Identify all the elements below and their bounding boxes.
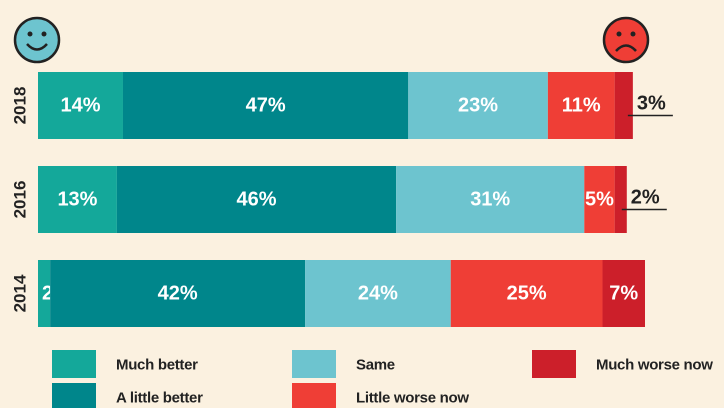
value-label: 3% <box>637 93 666 115</box>
legend-label: Much better <box>116 357 198 374</box>
legend-swatch <box>532 350 576 378</box>
legend-swatch <box>292 350 336 378</box>
value-label: 24% <box>358 283 398 305</box>
value-label: 42% <box>158 283 198 305</box>
bar-segment <box>116 166 397 233</box>
bar-segment <box>396 166 585 233</box>
sad-face <box>602 16 650 64</box>
value-label: 7% <box>609 283 638 305</box>
happy-face <box>13 16 61 64</box>
value-label: 5% <box>585 189 614 211</box>
category-label: 2014 <box>11 274 30 312</box>
bar-segment <box>305 260 451 327</box>
bar-segment <box>547 72 615 139</box>
value-label: 47% <box>246 95 286 117</box>
category-label: 2018 <box>11 87 30 125</box>
legend-swatch <box>292 383 336 408</box>
bar-segment <box>408 72 548 139</box>
legend-label: A little better <box>116 390 203 407</box>
legend-label: Little worse now <box>356 390 469 407</box>
category-label: 2016 <box>11 181 30 219</box>
bar-segment <box>584 166 615 233</box>
value-label: 31% <box>470 189 510 211</box>
legend-swatch <box>52 383 96 408</box>
bar-segment <box>38 72 123 139</box>
value-label: 25% <box>507 283 547 305</box>
value-label: 13% <box>57 189 97 211</box>
bar-segment <box>602 260 645 327</box>
bar-segment <box>38 260 51 327</box>
value-label: 2% <box>631 187 660 209</box>
bar-segment <box>450 260 603 327</box>
bar-segment <box>614 166 627 233</box>
legend-label: Same <box>356 357 395 374</box>
bar-segment <box>614 72 633 139</box>
bar-segment <box>38 166 117 233</box>
bar-segment <box>122 72 409 139</box>
value-label: 46% <box>237 189 277 211</box>
value-label: 11% <box>562 95 601 117</box>
bar-segment <box>50 260 306 327</box>
value-label: 14% <box>60 95 100 117</box>
legend-label: Much worse now <box>596 357 713 374</box>
value-label: 23% <box>458 95 498 117</box>
legend-swatch <box>52 350 96 378</box>
